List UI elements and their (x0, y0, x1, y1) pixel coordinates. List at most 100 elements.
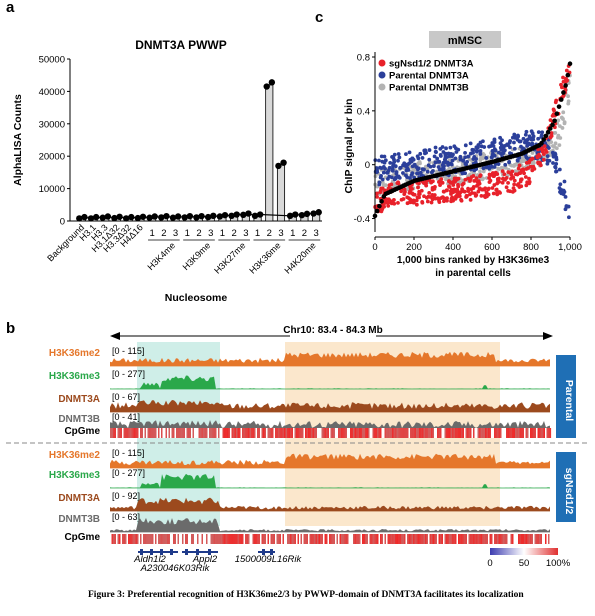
cpg-bar (251, 428, 253, 438)
panel-c-point (437, 180, 441, 184)
cpg-bar (357, 428, 360, 438)
cpg-bar (275, 428, 277, 438)
cpg-bar (132, 534, 135, 544)
condition-label: Parental (563, 380, 575, 422)
cpg-bar (119, 428, 121, 438)
cpg-bar (351, 534, 354, 544)
panel-c-point (512, 146, 517, 151)
cpg-bar (353, 534, 355, 544)
cpg-bar (270, 428, 273, 438)
cpg-bar (419, 428, 421, 438)
cpg-bar (437, 534, 439, 544)
cpg-bar (488, 428, 490, 438)
panel-c-ytick-label: 0 (365, 160, 370, 171)
cpg-bar (444, 428, 447, 438)
cpg-bar (522, 428, 525, 438)
cpg-bar (525, 534, 528, 544)
panel-c-point (412, 162, 417, 167)
panel-c-point (410, 187, 414, 191)
panel-c-point (531, 164, 536, 169)
cpg-bar (198, 534, 201, 544)
panel-c-label: c (315, 9, 323, 26)
panel-c-point (492, 165, 497, 169)
panel-c-point (478, 169, 482, 174)
panel-c-point (546, 146, 551, 150)
panel-a-xtick-label: 1 (290, 228, 295, 239)
cpg-bar (203, 534, 205, 544)
cpg-bar (329, 428, 331, 438)
cpg-bar (146, 534, 148, 544)
panel-c-point (540, 146, 544, 151)
panel-c-point (446, 163, 451, 167)
cpg-bar (303, 534, 306, 544)
cpg-bar (348, 428, 351, 438)
panel-c-point (472, 154, 477, 159)
panel-c-point (393, 164, 398, 169)
cpg-bar (233, 428, 235, 438)
panel-c-point (390, 168, 395, 173)
panel-c-point (446, 184, 451, 189)
track-name: H3K36me3 (49, 371, 101, 382)
cpg-bar (302, 534, 304, 544)
cpg-bar (321, 428, 324, 438)
gene-label: 1500009L16Rik (235, 554, 303, 565)
cpg-bar (461, 534, 463, 544)
panel-c-point (526, 166, 531, 170)
track-signal (110, 473, 550, 489)
cpg-bar (498, 428, 501, 438)
cpg-bar (348, 534, 351, 544)
cpg-bar (213, 534, 216, 544)
panel-c-point (552, 118, 557, 124)
panel-c-point (519, 184, 524, 189)
cpg-bar (513, 534, 516, 544)
cpg-bar (209, 428, 211, 438)
cpg-bar (350, 428, 352, 438)
cpg-bar (333, 534, 336, 544)
panel-c-point (495, 177, 500, 181)
cpg-bar (186, 534, 189, 544)
cpg-bar (387, 428, 390, 438)
gene-exon (140, 549, 143, 555)
track-range: [0 - 277] (112, 468, 145, 478)
cpg-bar (405, 428, 408, 438)
panel-c-point (547, 126, 553, 131)
panel-c-point (531, 137, 536, 142)
panel-c-point (387, 168, 391, 173)
cpg-bar (414, 534, 417, 544)
cpg-bar (182, 428, 184, 438)
panel-c-point (438, 153, 443, 157)
cpg-bar (158, 428, 160, 438)
cpg-bar (174, 534, 177, 544)
cpg-bar (149, 428, 151, 438)
panel-c-point (468, 141, 473, 146)
cpg-bar (218, 428, 220, 438)
cpg-bar (260, 534, 262, 544)
cpg-bar (305, 534, 307, 544)
panel-c-point (433, 160, 438, 165)
track-name: DNMT3B (58, 514, 100, 525)
cpg-bar (497, 534, 499, 544)
cpg-bar (429, 428, 432, 438)
panel-c-point (419, 188, 424, 193)
panel-c-point (543, 147, 548, 152)
panel-c-point (487, 166, 492, 171)
panel-a-group-label: H3K36me (247, 240, 282, 275)
cpg-bar (518, 428, 520, 438)
cpg-bar (120, 534, 123, 544)
panel-c-point (548, 118, 553, 123)
cpg-bar (273, 428, 276, 438)
colorbar-label: 50 (519, 558, 530, 569)
cpg-methylation-track (110, 534, 552, 544)
colorbar-gradient (490, 548, 558, 555)
panel-a-replicate-dot (263, 83, 270, 90)
cpg-bar (215, 428, 217, 438)
cpg-bar (327, 428, 330, 438)
cpg-bar (318, 428, 321, 438)
panel-c-point (383, 188, 387, 193)
cpg-bar (362, 534, 364, 544)
cpg-bar (453, 534, 456, 544)
cpg-bar (261, 428, 264, 438)
panel-c-point (453, 156, 458, 161)
panel-c-point (543, 141, 548, 146)
cpg-bar (531, 428, 534, 438)
